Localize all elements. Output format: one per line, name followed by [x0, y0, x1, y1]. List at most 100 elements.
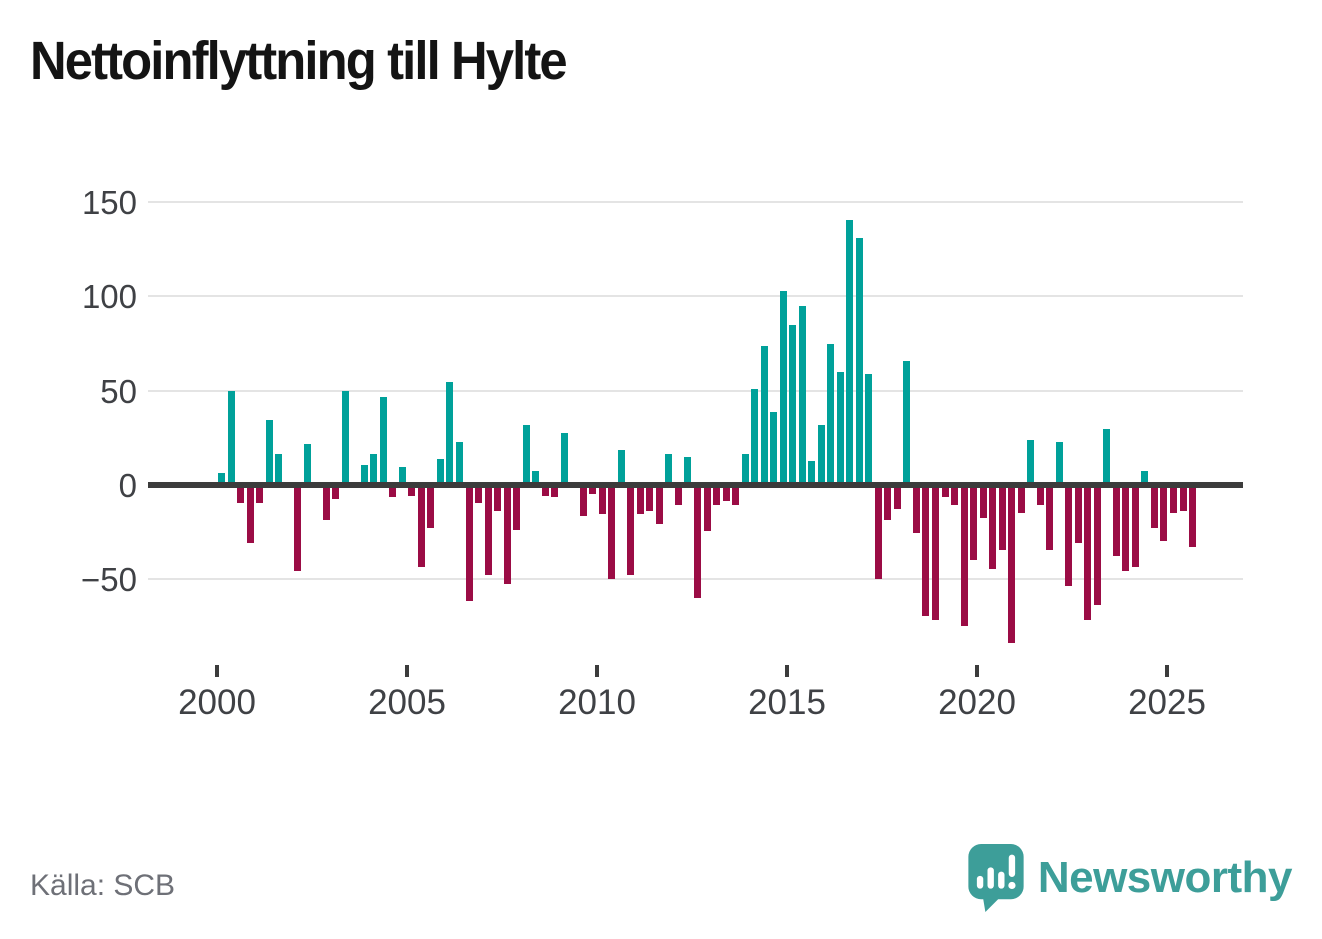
page-title: Nettoinflyttning till Hylte: [30, 31, 568, 91]
x-axis-label: 2005: [368, 683, 446, 722]
bar: [979, 488, 987, 519]
bar: [408, 488, 416, 496]
bar: [722, 488, 730, 502]
bar: [294, 488, 302, 572]
bar: [1150, 488, 1158, 528]
bar: [218, 472, 225, 482]
bar: [1065, 488, 1073, 587]
x-axis-label: 2020: [938, 683, 1016, 722]
bar: [1055, 442, 1063, 482]
y-axis-label: 150: [81, 183, 137, 221]
bar: [808, 461, 816, 482]
bar: [322, 488, 330, 521]
bar: [303, 444, 311, 482]
bar: [636, 488, 644, 515]
bar: [417, 488, 425, 568]
bar: [1084, 488, 1092, 621]
bar: [694, 488, 701, 598]
source-label: Källa: SCB: [30, 869, 176, 902]
x-axis-label: 2000: [178, 683, 256, 722]
bar: [1170, 488, 1177, 513]
bar: [398, 466, 406, 482]
y-axis-label: −50: [81, 561, 137, 599]
bar: [989, 488, 997, 570]
bar: [874, 488, 882, 579]
bar: [922, 488, 930, 617]
bar: [836, 372, 844, 482]
bar: [494, 488, 502, 511]
bar: [1093, 488, 1101, 606]
x-axis-tick: [785, 665, 789, 677]
bar: [1141, 470, 1149, 482]
bar: [332, 488, 340, 500]
bar: [770, 412, 778, 482]
x-axis-tick: [975, 665, 979, 677]
bar: [655, 488, 663, 524]
gridline: [148, 200, 1243, 203]
x-axis-label: 2010: [558, 683, 636, 722]
bar: [579, 488, 587, 517]
bar: [246, 488, 254, 543]
y-axis-label: 100: [81, 278, 137, 316]
bar: [741, 453, 749, 482]
y-axis-label: 0: [118, 467, 137, 504]
bar: [370, 453, 378, 482]
bar: [970, 488, 978, 560]
bar: [560, 432, 568, 482]
bar: [1074, 488, 1082, 543]
bar: [1103, 429, 1111, 482]
bar: [465, 488, 473, 602]
bar: [1036, 488, 1044, 505]
bar: [732, 488, 740, 505]
bar: [779, 291, 787, 482]
bar: [998, 488, 1006, 551]
bar: [893, 488, 901, 509]
bar: [475, 488, 483, 504]
bar: [503, 488, 511, 585]
bar: [827, 344, 835, 482]
bar: [1017, 488, 1025, 513]
bar: [265, 419, 273, 482]
gridline: [148, 295, 1243, 298]
bar: [760, 346, 768, 482]
bar: [256, 488, 264, 504]
x-axis-tick: [215, 665, 219, 677]
bar: [903, 361, 911, 482]
bar: [513, 488, 521, 530]
bar: [646, 488, 654, 511]
bar: [684, 457, 692, 482]
newsworthy-wordmark: Newsworthy: [1037, 853, 1293, 902]
bar: [1160, 488, 1168, 541]
bar: [951, 488, 959, 505]
bar: [798, 306, 806, 482]
bar: [1027, 440, 1035, 482]
bar: [275, 453, 283, 482]
bar: [360, 465, 368, 482]
bar: [551, 488, 559, 498]
bar: [436, 459, 444, 482]
y-axis-label: 50: [100, 372, 137, 410]
bar: [598, 488, 606, 515]
bar: [1008, 488, 1016, 643]
gridline: [148, 389, 1243, 392]
bar: [446, 381, 454, 482]
bar: [1189, 488, 1197, 547]
bar: [341, 391, 349, 482]
bar: [608, 488, 616, 579]
bar: [627, 488, 635, 575]
bar: [522, 425, 530, 482]
bar: [589, 488, 597, 494]
bar: [713, 488, 721, 505]
bar: [960, 488, 968, 626]
bar: [674, 488, 682, 505]
bar: [817, 425, 825, 482]
x-axis-tick: [405, 665, 409, 677]
x-axis-label: 2015: [748, 683, 826, 722]
bar: [1112, 488, 1120, 556]
bar: [1046, 488, 1054, 551]
bar: [1179, 488, 1187, 511]
bar: [884, 488, 892, 521]
zero-axis-line: [148, 482, 1243, 488]
bar: [751, 389, 759, 482]
